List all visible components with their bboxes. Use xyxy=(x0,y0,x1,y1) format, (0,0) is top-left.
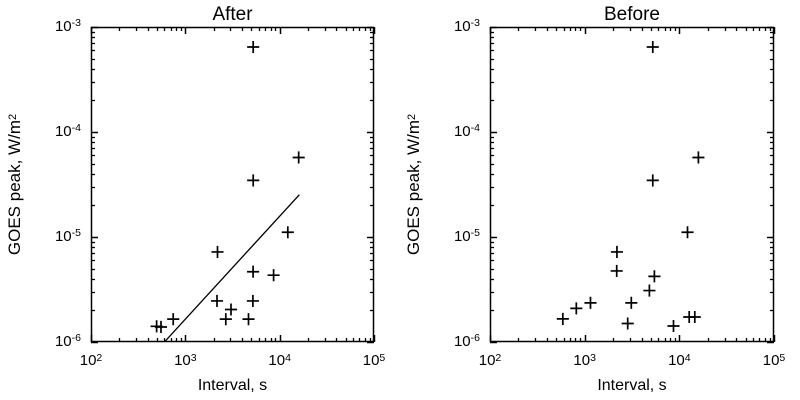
svg-text:GOES peak, W/m2: GOES peak, W/m2 xyxy=(404,114,423,255)
svg-text:After: After xyxy=(212,4,253,25)
svg-text:GOES peak, W/m2: GOES peak, W/m2 xyxy=(5,114,24,255)
svg-text:Interval, s: Interval, s xyxy=(198,377,267,394)
svg-text:Before: Before xyxy=(604,4,660,25)
svg-text:Interval, s: Interval, s xyxy=(597,377,666,394)
